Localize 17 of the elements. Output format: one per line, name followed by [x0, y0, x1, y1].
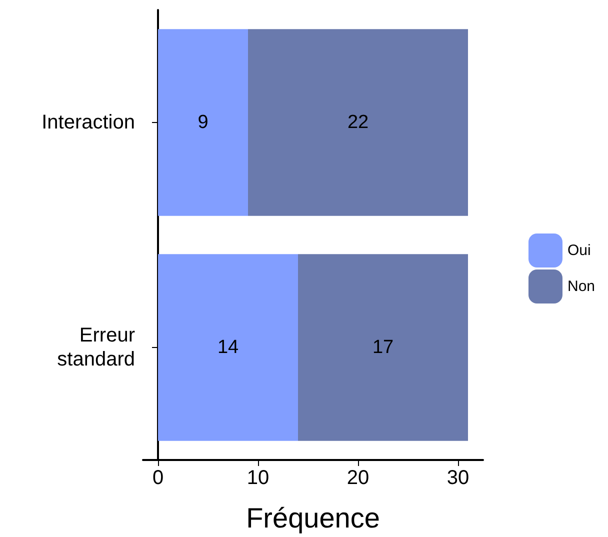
bar	[158, 29, 248, 216]
y-tick-label: Interaction	[42, 112, 135, 134]
x-tick-label: 10	[246, 467, 270, 489]
data-label: 14	[217, 337, 239, 358]
x-tick-label: 0	[152, 467, 164, 489]
legend-label: Oui	[567, 242, 591, 259]
legend-label: Non	[567, 278, 596, 295]
y-tick-label: Erreur standard	[57, 324, 136, 370]
data-label: 22	[347, 112, 369, 133]
x-axis-title: Fréquence	[246, 502, 380, 534]
bar	[298, 254, 468, 441]
x-tick-label: 20	[346, 467, 370, 489]
data-label: 17	[372, 337, 394, 358]
data-label: 9	[198, 112, 208, 133]
bar	[248, 29, 468, 216]
x-tick-label: 30	[446, 467, 470, 489]
bar	[158, 254, 298, 441]
